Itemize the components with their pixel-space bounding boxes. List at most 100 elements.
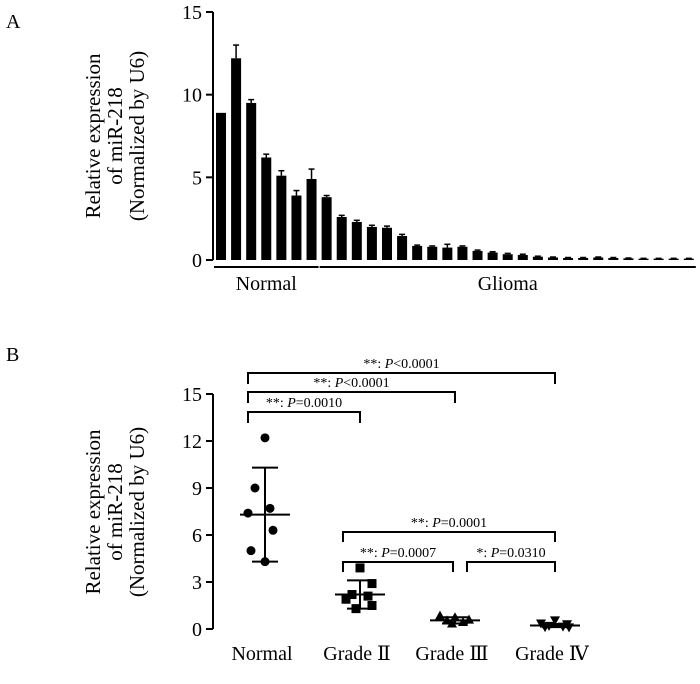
panel-b-point	[260, 557, 270, 567]
panel-a-group-brackets: Normal Glioma	[214, 266, 696, 295]
panel-b-bracket-label: **: P=0.0007	[360, 546, 436, 561]
panel-a-bar	[457, 246, 468, 260]
panel-a-y-tick-label: 5	[192, 167, 202, 189]
panel-b-point	[246, 546, 256, 556]
panel-a-y-tick-label: 0	[192, 250, 202, 272]
panel-a-bar	[683, 258, 694, 260]
panel-a-bar	[336, 217, 347, 260]
panel-b-bracket-label: *: P=0.0310	[476, 546, 545, 561]
panel-b-bracket	[247, 372, 556, 384]
panel-b-point	[367, 579, 377, 589]
panel-a-bar	[306, 178, 317, 260]
panel-b-bracket	[247, 391, 456, 403]
panel-b-x-label: Grade Ⅱ	[323, 643, 390, 665]
panel-a-bar	[638, 258, 649, 260]
panel-b-bracket	[247, 411, 361, 423]
panel-a-bar	[593, 257, 604, 260]
panel-a-bars	[216, 44, 694, 260]
panel-a-label: A	[6, 11, 21, 33]
panel-b-y-tick-label: 12	[182, 431, 202, 453]
panel-b-point	[550, 616, 560, 626]
panel-b-bracket	[342, 531, 556, 542]
panel-b-bracket-label: **: P=0.0010	[266, 396, 342, 411]
panel-a-bar	[442, 247, 453, 260]
panel-a-y-axis-label-line: (Normalized by U6)	[125, 51, 149, 221]
panel-b-y-axis-label-line: Relative expression	[81, 429, 105, 595]
panel-b-bracket-label: **: P<0.0001	[363, 357, 439, 372]
panel-b-y-axis-label-line: of miR-218	[103, 463, 127, 560]
panel-a-bar	[351, 221, 362, 260]
panel-a-bar	[246, 102, 257, 260]
panel-b-y-axis: 0 3 6 9 12 15	[182, 384, 214, 641]
panel-a-bar	[547, 257, 558, 260]
panel-a-bar	[487, 252, 498, 260]
panel-a-y-axis: 0 5 10 15	[182, 2, 214, 272]
panel-a-bar	[366, 226, 377, 260]
panel-a-group-label: Glioma	[478, 273, 538, 295]
panel-a-bar	[668, 258, 679, 260]
panel-b-x-labels: Normal Grade Ⅱ Grade Ⅲ Grade Ⅳ	[231, 643, 589, 665]
panel-a-bar	[578, 258, 589, 260]
panel-b-y-tick-label: 15	[182, 384, 202, 406]
panel-a-bar	[427, 246, 438, 260]
panel-b-bracket-label: **: P=0.0001	[411, 516, 487, 531]
panel-a-group-label: Normal	[236, 273, 298, 295]
panel-a-bar	[412, 245, 423, 260]
panel-b-y-tick-label: 0	[192, 619, 202, 641]
panel-a-y-axis-label-line: Relative expression	[81, 53, 105, 219]
panel-b-y-tick-label: 3	[192, 572, 202, 594]
panel-a-bar	[397, 236, 408, 260]
panel-b-x-label: Normal	[231, 643, 293, 665]
panel-b-point	[260, 433, 270, 443]
panel-b-point	[367, 601, 377, 610]
panel-b-point	[435, 610, 445, 620]
panel-a-bar	[261, 157, 272, 260]
panel-b-y-tick-label: 9	[192, 478, 202, 500]
panel-a-bar	[381, 227, 392, 260]
panel-a-bar	[653, 258, 664, 260]
panel-b-point	[243, 508, 253, 518]
panel-a-bar	[291, 195, 302, 260]
panel-a-bar	[502, 254, 513, 260]
panel-b-point	[447, 618, 457, 628]
panel-a-bar	[517, 255, 528, 260]
panel-a-y-axis-label-line: of miR-218	[103, 87, 127, 184]
panel-a-y-tick-label: 10	[182, 85, 202, 107]
panel-b-point	[268, 525, 278, 535]
panel-b-point	[351, 604, 361, 614]
panel-b-points	[240, 433, 580, 633]
panel-a-bar	[532, 256, 543, 260]
panel-a-y-tick-label: 15	[182, 2, 202, 24]
panel-a-bar	[276, 175, 287, 260]
panel-b-point	[464, 614, 474, 624]
panel-a-bar	[472, 250, 483, 260]
panel-b-bracket	[466, 561, 556, 572]
panel-b-bracket	[342, 561, 454, 572]
panel-b-point	[458, 616, 468, 626]
panel-b-point	[250, 483, 260, 493]
panel-a-bar	[608, 258, 619, 260]
panel-b-point	[450, 612, 460, 622]
panel-b-point	[341, 594, 351, 604]
panel-b-y-axis-label-line: (Normalized by U6)	[125, 427, 149, 597]
panel-a-bar	[216, 112, 226, 260]
panel-a-bar	[321, 197, 332, 260]
panel-b-x-label: Grade Ⅳ	[515, 643, 590, 665]
panel-a-bar	[231, 58, 242, 260]
panel-b-point	[540, 623, 550, 633]
panel-a-bar	[623, 258, 634, 260]
panel-b-point	[347, 590, 357, 600]
panel-b-x-label: Grade Ⅲ	[415, 643, 488, 665]
panel-b-point	[442, 615, 452, 625]
panel-b-point	[265, 503, 275, 513]
panel-b-significance-brackets: **: P<0.0001 **: P<0.0001 **: P=0.0010 **: …	[247, 357, 556, 572]
panel-b-point	[355, 563, 365, 573]
panel-a-bar	[563, 258, 574, 260]
panel-b-label: B	[6, 344, 19, 366]
panel-b-point	[363, 591, 373, 601]
